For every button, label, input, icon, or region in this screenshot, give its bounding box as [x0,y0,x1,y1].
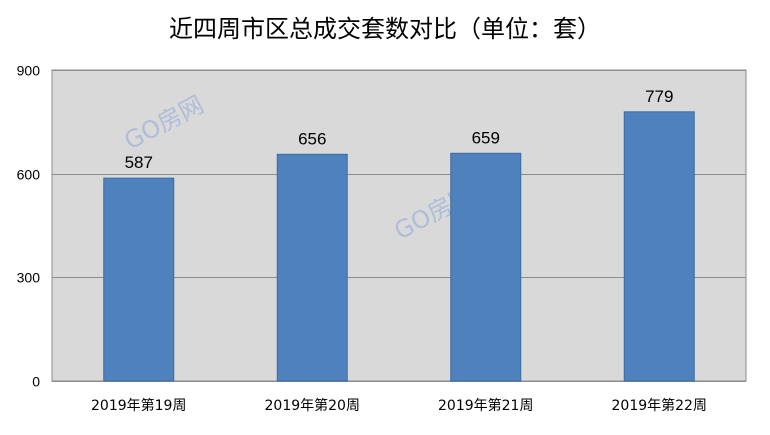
y-tick-label: 600 [17,167,41,183]
x-axis-ticks: 2019年第19周 2019年第20周 2019年第21周 2019年第22周 [91,397,707,414]
data-label: 656 [298,129,326,148]
chart-title: 近四周市区总成交套数对比（单位：套） [169,15,601,43]
data-label: 779 [645,87,673,106]
x-category-label: 2019年第21周 [438,397,533,414]
x-category-label: 2019年第22周 [612,397,707,414]
x-category-label: 2019年第19周 [91,397,186,414]
data-labels: 587 656 659 779 [125,87,674,172]
y-tick-label: 900 [17,63,41,79]
bar [623,111,695,382]
data-label: 659 [472,128,500,147]
y-axis-ticks: 0 300 600 900 [17,63,41,390]
bar [276,153,348,382]
x-category-label: 2019年第20周 [265,397,360,414]
bar [450,152,522,382]
bar [103,177,175,382]
data-label: 587 [125,153,153,172]
y-tick-label: 300 [17,270,41,286]
bars [103,111,695,382]
y-tick-label: 0 [32,374,40,390]
